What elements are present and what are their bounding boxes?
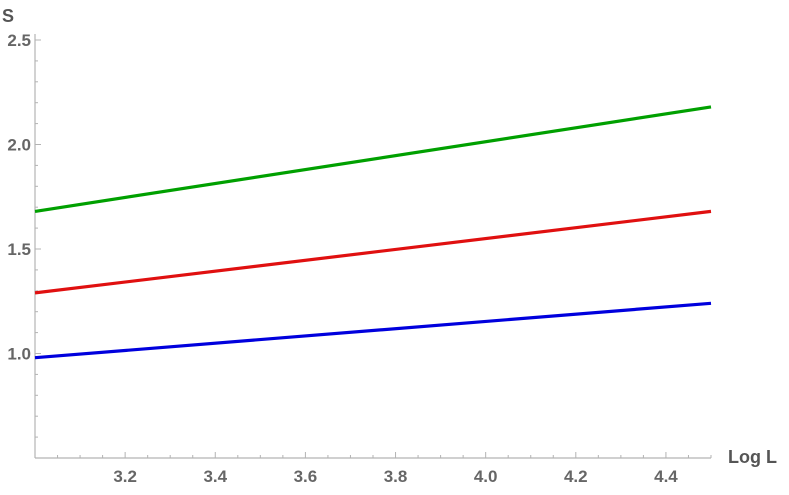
x-tick-label: 3.4 xyxy=(203,467,227,486)
y-axis-label: S xyxy=(2,6,14,26)
y-tick-label: 1.5 xyxy=(7,240,31,259)
y-tick-label: 2.5 xyxy=(7,31,31,50)
x-tick-label: 3.8 xyxy=(384,467,408,486)
x-axis-label: Log L xyxy=(728,447,777,467)
x-tick-label: 3.2 xyxy=(113,467,137,486)
x-tick-label: 3.6 xyxy=(294,467,318,486)
series-group xyxy=(34,105,712,360)
series-line-2 xyxy=(34,209,712,295)
series-line-3 xyxy=(34,301,712,360)
x-tick-label: 4.2 xyxy=(564,467,588,486)
series-line-1 xyxy=(34,105,712,213)
ticks: 3.2 3.4 3.6 3.8 4.0 4.2 4.4 1.0 1.5 2.0 2.5 xyxy=(7,31,712,486)
x-tick-label: 4.0 xyxy=(474,467,498,486)
y-tick-label: 2.0 xyxy=(7,136,31,155)
x-tick-label: 4.4 xyxy=(654,467,678,486)
axes xyxy=(34,34,711,459)
y-tick-label: 1.0 xyxy=(7,345,31,364)
